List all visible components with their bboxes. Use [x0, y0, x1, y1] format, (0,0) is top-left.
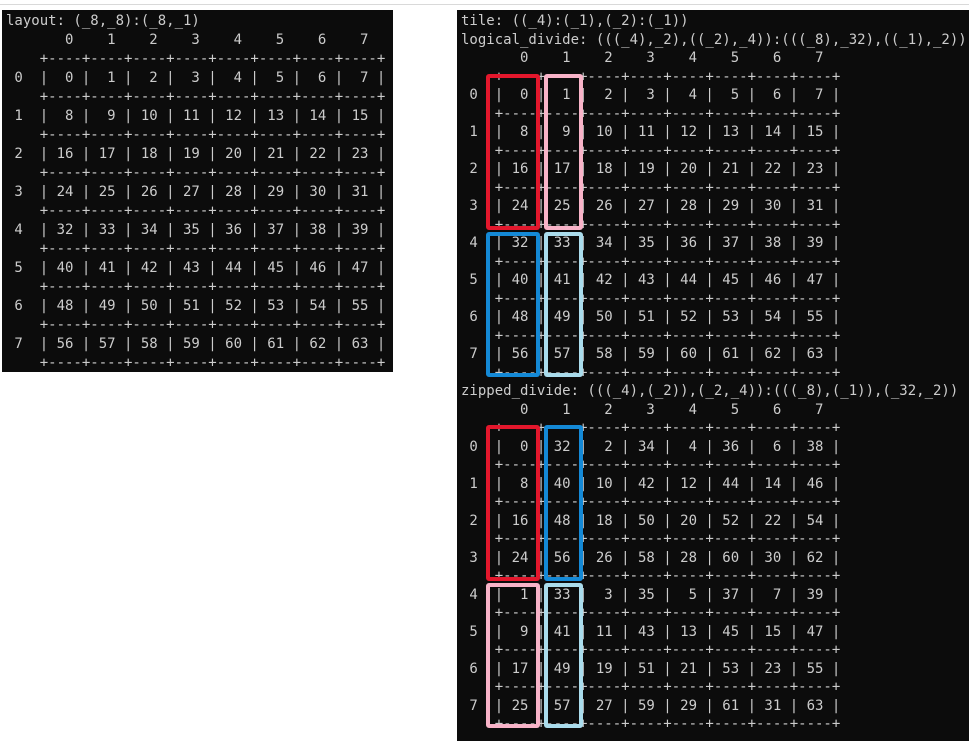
highlight-light-blue-box	[544, 583, 583, 728]
zipped-divide-title: zipped_divide: (((_4),(_2)),(_2,_4)):(((…	[461, 383, 959, 399]
highlight-red-box	[486, 425, 540, 581]
logical-divide-title: logical_divide: (((_4),_2),((_2),_4)):((…	[461, 31, 967, 48]
highlight-red-box	[486, 73, 540, 230]
highlight-layer	[457, 10, 969, 741]
highlight-pink-box	[544, 73, 583, 230]
layout-terminal-panel: layout: (_8,_8):(_8,_1) 0 1 2 3 4 5 6 7 …	[2, 10, 393, 372]
layout-ascii-grid: 0 1 2 3 4 5 6 7 +----+----+----+----+---…	[14, 32, 386, 371]
highlight-light-blue-box	[544, 231, 583, 377]
highlight-blue-box	[544, 425, 583, 581]
divide-terminal-panel: tile: ((_4):(_1),(_2):(_1)) logical_divi…	[457, 10, 969, 741]
highlight-pink-box	[486, 583, 540, 728]
tile-line: tile: ((_4):(_1),(_2):(_1))	[461, 13, 689, 29]
page-top-divider	[0, 4, 969, 5]
layout-title: layout: (_8,_8):(_8,_1)	[6, 13, 200, 29]
highlight-blue-box	[486, 231, 540, 377]
